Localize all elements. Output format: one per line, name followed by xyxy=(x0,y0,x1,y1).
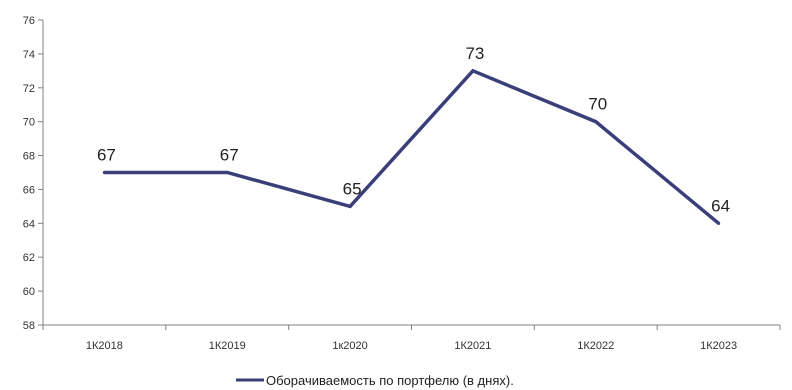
data-label: 64 xyxy=(711,196,730,215)
series-group xyxy=(102,68,721,225)
x-tick-label: 1к2020 xyxy=(332,340,367,352)
x-tick-label: 1К2022 xyxy=(577,340,614,352)
y-tick-label: 74 xyxy=(23,49,35,61)
data-point xyxy=(348,204,352,208)
y-tick-label: 70 xyxy=(23,117,35,129)
data-label: 73 xyxy=(465,44,484,63)
x-tick-label: 1К2019 xyxy=(209,340,246,352)
series-line xyxy=(104,68,720,225)
y-tick-label: 64 xyxy=(23,218,35,230)
legend-label: Оборачиваемость по портфелю (в днях). xyxy=(266,373,514,388)
y-axis-ticks: 58 60 62 64 66 68 70 72 74 76 xyxy=(23,15,43,332)
data-label: 70 xyxy=(588,95,607,114)
y-tick-label: 68 xyxy=(23,151,35,163)
legend: Оборачиваемость по портфелю (в днях). xyxy=(236,373,514,388)
data-label: 67 xyxy=(220,146,239,165)
y-tick-label: 62 xyxy=(23,252,35,264)
y-tick-label: 60 xyxy=(23,286,35,298)
data-point xyxy=(716,221,721,225)
x-tick-label: 1К2023 xyxy=(700,340,737,352)
data-point xyxy=(471,69,475,73)
data-label: 65 xyxy=(343,179,362,198)
y-tick-label: 58 xyxy=(23,320,35,332)
x-tick-label: 1К2018 xyxy=(86,340,123,352)
x-tick-label: 1К2021 xyxy=(454,340,491,352)
data-point xyxy=(102,170,107,175)
x-axis-ticks: 1К2018 1К2019 1к2020 1К2021 1К2022 1К2023 xyxy=(42,325,781,352)
y-tick-label: 72 xyxy=(23,83,35,95)
data-point xyxy=(225,170,229,175)
y-tick-label: 66 xyxy=(23,184,35,196)
y-tick-label: 76 xyxy=(23,15,35,27)
data-point xyxy=(594,120,598,124)
data-label: 67 xyxy=(97,146,116,165)
data-labels: 67 67 65 73 70 64 xyxy=(97,44,730,215)
